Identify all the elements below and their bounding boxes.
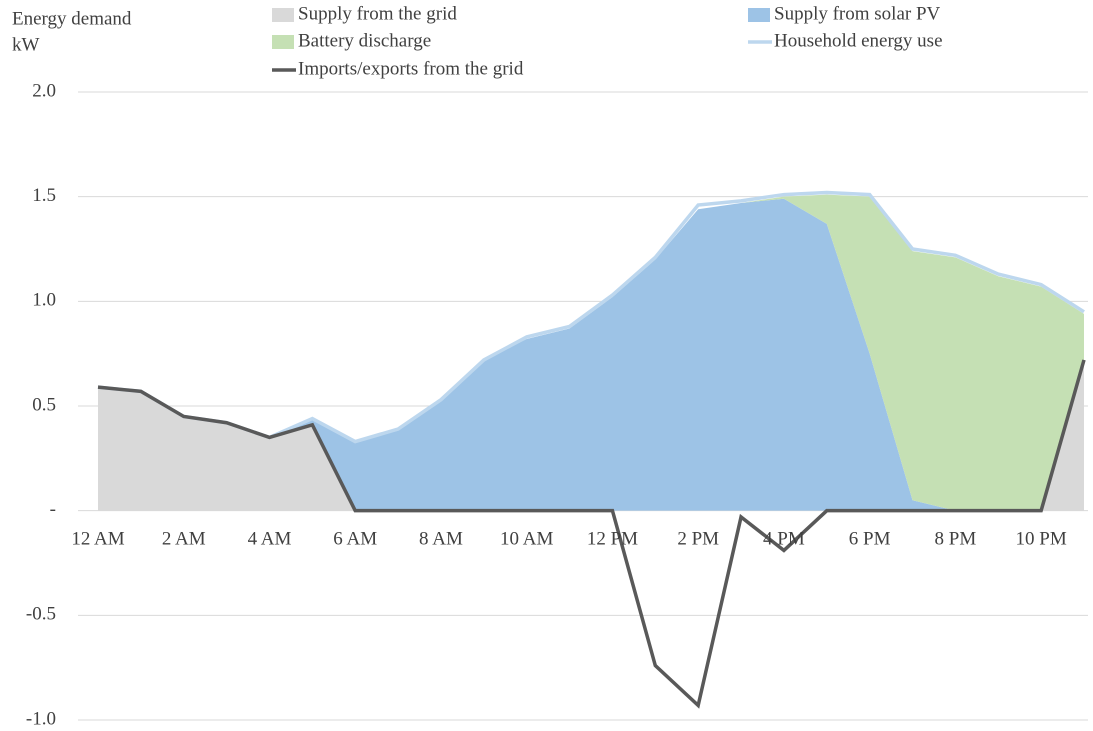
area — [98, 359, 1084, 511]
y-tick-label: 1.5 — [32, 185, 56, 206]
x-tick-label: 6 PM — [849, 528, 891, 549]
legend-label: Supply from solar PV — [774, 3, 941, 24]
legend-label: Supply from the grid — [298, 3, 457, 24]
legend-swatch — [748, 8, 770, 22]
x-tick-label: 2 PM — [677, 528, 719, 549]
x-tick-label: 12 AM — [71, 528, 124, 549]
x-tick-label: 6 AM — [333, 528, 377, 549]
legend-swatch — [272, 35, 294, 49]
x-tick-label: 8 PM — [935, 528, 977, 549]
x-tick-label: 2 AM — [162, 528, 206, 549]
legend-label: Imports/exports from the grid — [298, 58, 524, 79]
y-tick-label: 1.0 — [32, 290, 56, 311]
y-tick-label: - — [50, 499, 56, 520]
y-tick-label: -0.5 — [26, 604, 56, 625]
chart-title: Energy demand — [12, 8, 132, 29]
x-tick-label: 10 PM — [1016, 528, 1067, 549]
legend-label: Battery discharge — [298, 30, 431, 51]
y-tick-label: 2.0 — [32, 80, 56, 101]
y-tick-label: -1.0 — [26, 708, 56, 729]
x-tick-label: 12 PM — [587, 528, 638, 549]
legend-swatch — [272, 8, 294, 22]
y-units: kW — [12, 34, 40, 55]
area — [98, 198, 1084, 511]
x-tick-label: 4 PM — [763, 528, 805, 549]
x-tick-label: 10 AM — [500, 528, 553, 549]
y-tick-label: 0.5 — [32, 394, 56, 415]
legend-label: Household energy use — [774, 30, 943, 51]
line — [97, 359, 1086, 709]
area — [98, 194, 1084, 511]
x-tick-label: 8 AM — [419, 528, 463, 549]
x-tick-label: 4 AM — [248, 528, 292, 549]
